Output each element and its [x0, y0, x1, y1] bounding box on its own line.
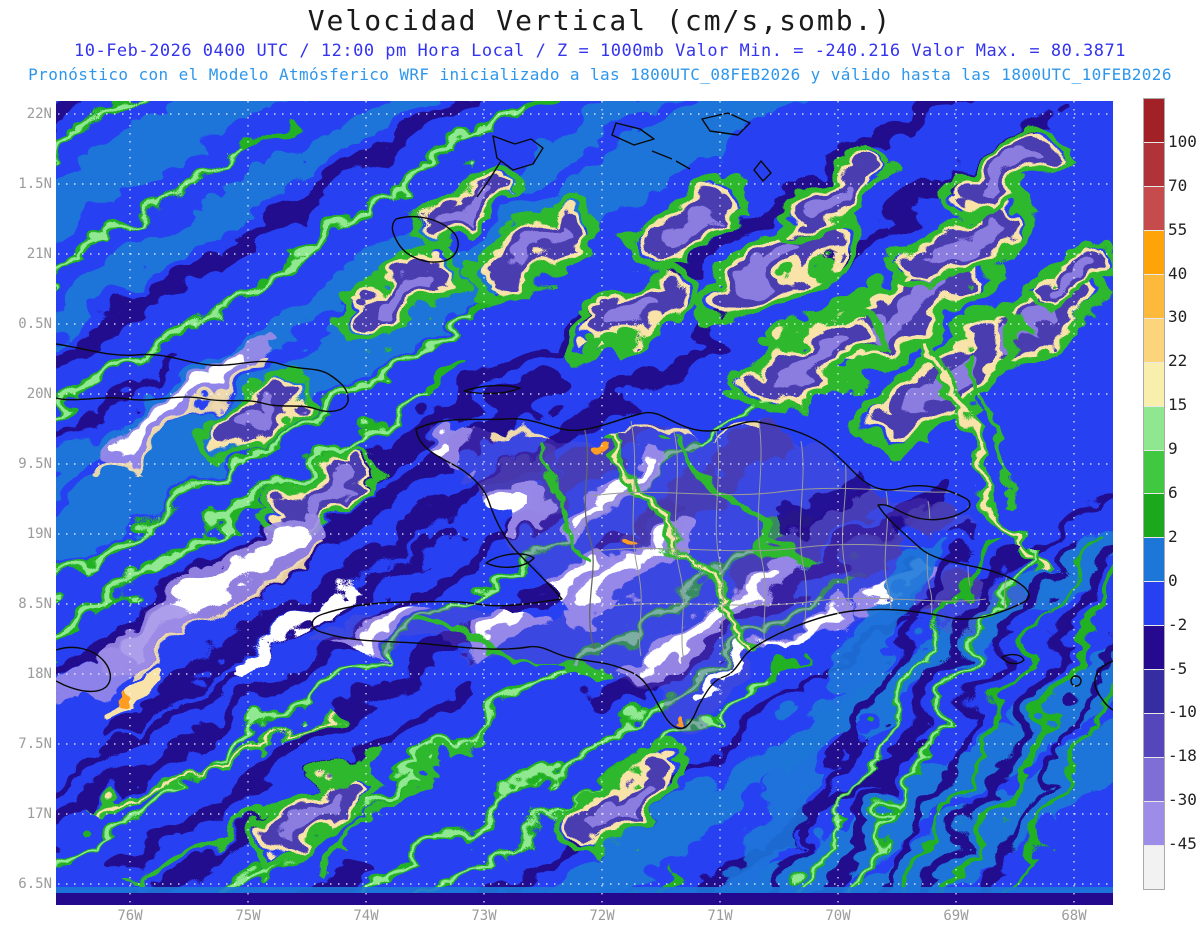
colorbar-segment: [1144, 581, 1164, 626]
colorbar-label: 2: [1168, 526, 1178, 546]
lon-label: 70W: [825, 908, 851, 924]
lon-label: 72W: [589, 908, 615, 924]
colorbar-segment: [1144, 317, 1164, 362]
caicos-islands: [701, 112, 751, 136]
bottom-band-steel: [56, 887, 1113, 893]
lat-label: 8.5N: [18, 596, 52, 612]
saona-island: [1001, 653, 1025, 665]
lat-label: 6.5N: [18, 876, 52, 892]
puerto-rico-coastline: [1094, 660, 1113, 711]
colorbar-segment: [1144, 273, 1164, 318]
colorbar-label: 0: [1168, 570, 1178, 590]
lat-label: 0.5N: [18, 316, 52, 332]
colorbar-label: -45: [1168, 834, 1197, 854]
colorbar-segment: [1144, 229, 1164, 274]
bottom-band-navy: [56, 893, 1113, 905]
colorbar-label: -5: [1168, 658, 1188, 678]
lat-label: 1.5N: [18, 176, 52, 192]
colorbar-segment: [1144, 801, 1164, 845]
acklins-island: [476, 160, 502, 198]
coastlines: [56, 112, 1113, 730]
graticule: [56, 101, 1113, 905]
lon-label: 73W: [471, 908, 497, 924]
colorbar-label: 40: [1168, 263, 1188, 283]
colorbar-label: -10: [1168, 702, 1197, 722]
lat-label: 17N: [26, 806, 52, 822]
colorbar-label: 30: [1168, 307, 1188, 327]
lat-label: 7.5N: [18, 736, 52, 752]
colorbar-label: 15: [1168, 395, 1188, 415]
lat-label: 22N: [26, 106, 52, 122]
colorbar-label: -2: [1168, 614, 1188, 634]
colorbar-label: -18: [1168, 746, 1197, 766]
model-info-line: Pronóstico con el Modelo Atmósferico WRF…: [28, 65, 1172, 84]
wind-field-art: [56, 101, 1113, 905]
forecast-map: Sisπ– ONAMET/REP.DOM.: [56, 101, 1113, 905]
colorbar-label: 100: [1168, 131, 1197, 151]
crooked-island: [492, 135, 544, 171]
lat-label: 9.5N: [18, 456, 52, 472]
lat-label: 19N: [26, 526, 52, 542]
valid-time-line: 10-Feb-2026 0400 UTC / 12:00 pm Hora Loc…: [73, 41, 1127, 61]
colorbar-segment: [1144, 757, 1164, 801]
colorbar-segment: [1144, 405, 1164, 450]
page-title: Velocidad Vertical (cm/s,somb.): [307, 4, 893, 37]
lat-label: 20N: [26, 386, 52, 402]
great-inagua-island: [391, 216, 459, 263]
colorbar-segment: [1144, 449, 1164, 494]
lat-label: 21N: [26, 246, 52, 262]
lon-label: 71W: [707, 908, 733, 924]
jamaica-coastline: [56, 646, 112, 693]
colorbar-label: 22: [1168, 351, 1188, 371]
tortuga-island: [463, 384, 521, 395]
colorbar-label: 70: [1168, 175, 1188, 195]
colorbar-segment: [1144, 493, 1164, 538]
mona-island: [1070, 675, 1082, 687]
colorbar-labels: 100 70 55 40 30 22 15 9 6 2 0 -2 -5 -10 -18 -30 -45: [1168, 98, 1200, 888]
colorbar-segment: [1144, 361, 1164, 406]
colorbar-label: -30: [1168, 790, 1197, 810]
colorbar-label: 6: [1168, 483, 1178, 502]
colorbar-segment: [1144, 99, 1164, 142]
colorbar: [1143, 98, 1165, 890]
grand-turk-island: [753, 160, 772, 182]
lon-label: 76W: [117, 908, 143, 924]
cuba-coastline: [56, 343, 349, 413]
colorbar-segment: [1144, 141, 1164, 186]
colorbar-segment: [1144, 537, 1164, 582]
colorbar-segment: [1144, 625, 1164, 670]
colorbar-label: 55: [1168, 219, 1188, 239]
colorbar-label: 9: [1168, 439, 1178, 459]
jet-streaks: [616, 531, 1113, 905]
colorbar-segment: [1144, 844, 1164, 889]
lon-label: 68W: [1061, 908, 1087, 924]
gonave-island: [485, 553, 535, 569]
colorbar-segment: [1144, 185, 1164, 230]
sea-bands: [56, 330, 478, 885]
colorbar-segment: [1144, 669, 1164, 714]
map-field-svg: [56, 101, 1113, 905]
lon-label: 74W: [353, 908, 379, 924]
mayaguana-island: [611, 122, 655, 146]
caicos-bank: [651, 150, 691, 170]
colorbar-segment: [1144, 713, 1164, 758]
lon-label: 69W: [943, 908, 969, 924]
lat-label: 18N: [26, 666, 52, 682]
lon-label: 75W: [235, 908, 261, 924]
